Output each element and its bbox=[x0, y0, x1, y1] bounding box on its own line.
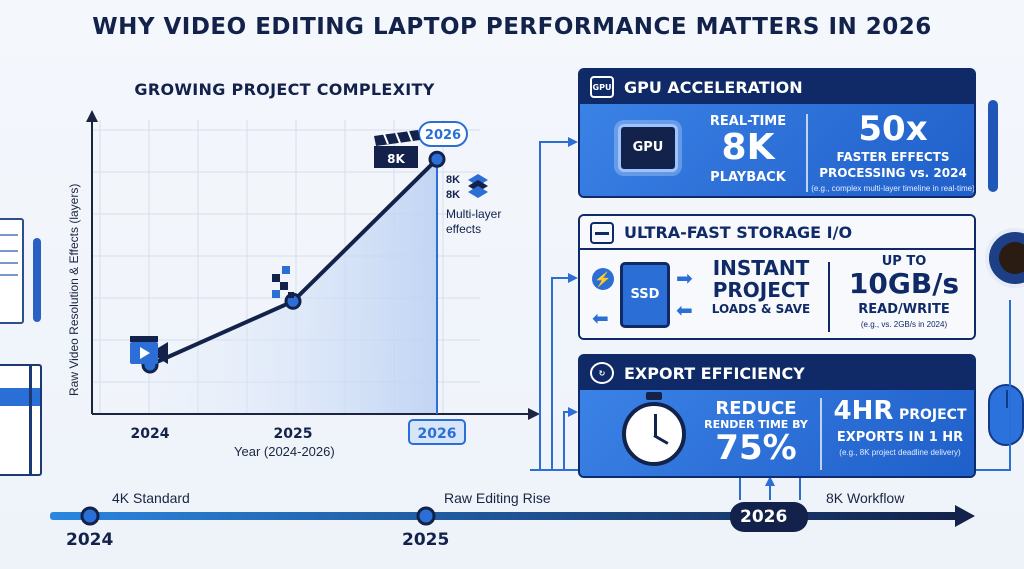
storage-line1: INSTANT bbox=[712, 256, 810, 280]
gpu-chip-icon: GPU bbox=[590, 76, 614, 98]
export-note: (e.g., 8K project deadline delivery) bbox=[839, 448, 961, 457]
timeline-year-2024: 2024 bbox=[66, 530, 114, 550]
storage-rw: READ/WRITE bbox=[858, 302, 950, 317]
ssd-label: SSD bbox=[630, 287, 660, 302]
gpu-sub2: PROCESSING vs. 2024 bbox=[819, 166, 967, 180]
gpu-resolution: 8K bbox=[721, 127, 775, 168]
storage-panel-header: ULTRA-FAST STORAGE I/O bbox=[580, 216, 974, 250]
timeline-dot-2025 bbox=[416, 506, 436, 526]
export-panel-title: EXPORT EFFICIENCY bbox=[624, 363, 805, 383]
gpu-panel-title: GPU ACCELERATION bbox=[624, 77, 803, 97]
video-camera-icon bbox=[130, 336, 168, 364]
y-axis-label: Raw Video Resolution & Effects (layers) bbox=[67, 184, 81, 396]
timeline-badge-2026 bbox=[730, 502, 808, 532]
notepad-decoration bbox=[0, 218, 24, 324]
stack-text-2: effects bbox=[446, 222, 481, 236]
storage-line3: LOADS & SAVE bbox=[711, 302, 811, 316]
gpu-chip-graphic: GPU bbox=[618, 124, 678, 172]
arrow-left-icon: ⬅ bbox=[592, 308, 609, 330]
gpu-note: (e.g., complex multi-layer timeline in r… bbox=[811, 184, 975, 193]
arrow-left-icon: ⬅ bbox=[676, 300, 693, 322]
storage-panel-title: ULTRA-FAST STORAGE I/O bbox=[624, 222, 853, 242]
storage-note: (e.g., vs. 2GB/s in 2024) bbox=[860, 320, 948, 329]
gpu-sub1: FASTER EFFECTS bbox=[836, 150, 950, 164]
pixels-icon bbox=[272, 266, 294, 298]
export-4hr: 4HR bbox=[833, 396, 894, 426]
storage-panel: ULTRA-FAST STORAGE I/O ⚡ ⬅ SSD ➡ ⬅ INSTA… bbox=[578, 214, 976, 340]
export-big-stat: 75% bbox=[715, 428, 797, 468]
export-right2: EXPORTS IN 1 HR bbox=[836, 430, 964, 445]
gpu-playback: PLAYBACK bbox=[710, 170, 786, 185]
mouse-icon bbox=[988, 384, 1024, 446]
export-big-right: 4HR PROJECT bbox=[824, 396, 974, 426]
year-badge-2026-label: 2026 bbox=[425, 128, 461, 143]
page-title: WHY VIDEO EDITING LAPTOP PERFORMANCE MAT… bbox=[92, 14, 932, 40]
year-badge-2026 bbox=[418, 121, 468, 147]
arrow-right-icon: ➡ bbox=[676, 268, 693, 290]
chart-title: GROWING PROJECT COMPLEXITY bbox=[134, 80, 435, 99]
x-tick-2024: 2024 bbox=[131, 426, 170, 442]
x-axis-label: Year (2024-2026) bbox=[234, 444, 335, 459]
lightning-icon: ⚡ bbox=[592, 268, 614, 290]
gpu-big-stat: 50x bbox=[858, 109, 928, 149]
export-project: PROJECT bbox=[898, 407, 967, 423]
x-tick-2026: 2026 bbox=[418, 426, 457, 442]
layers-icon bbox=[468, 174, 488, 198]
export-line1: REDUCE bbox=[715, 398, 797, 419]
data-point-2026 bbox=[428, 150, 446, 168]
timeline-dot-2024 bbox=[80, 506, 100, 526]
timeline-year-2026: 2026 bbox=[740, 507, 788, 527]
timeline-label-1: 4K Standard bbox=[112, 490, 190, 506]
stack-label-2: 8K bbox=[446, 189, 460, 201]
gpu-panel-header: GPU GPU ACCELERATION bbox=[580, 70, 974, 104]
export-line2: RENDER TIME BY bbox=[704, 418, 808, 431]
gpu-chip-label: GPU bbox=[632, 140, 664, 155]
gpu-realtime: REAL-TIME bbox=[709, 114, 787, 129]
refresh-icon: ↻ bbox=[590, 362, 614, 384]
clapperboard-icon: 8K bbox=[374, 130, 420, 168]
storage-line2: PROJECT bbox=[712, 278, 810, 302]
stack-label-1: 8K bbox=[446, 174, 460, 186]
badge-8k-label: 8K bbox=[387, 152, 405, 166]
timeline-label-3: 8K Workflow bbox=[826, 490, 905, 506]
export-panel-header: ↻ EXPORT EFFICIENCY bbox=[580, 356, 974, 390]
pen-icon bbox=[988, 100, 998, 192]
stopwatch-icon bbox=[622, 402, 686, 466]
book-decoration bbox=[0, 364, 42, 476]
gpu-panel: GPU GPU ACCELERATION GPU REAL-TIME 8K PL… bbox=[578, 68, 976, 198]
stack-text-1: Multi-layer bbox=[446, 207, 501, 221]
coffee-cup-icon bbox=[985, 228, 1024, 288]
storage-big-stat: 10GB/s bbox=[848, 267, 960, 300]
pen-icon bbox=[33, 238, 41, 322]
storage-upto: UP TO bbox=[881, 254, 927, 269]
ssd-graphic: SSD bbox=[620, 262, 670, 328]
tick-highlight-2026 bbox=[408, 419, 466, 445]
export-panel: ↻ EXPORT EFFICIENCY REDUCE RENDER TIME B… bbox=[578, 354, 976, 478]
timeline-label-2: Raw Editing Rise bbox=[444, 490, 551, 506]
hard-drive-icon bbox=[590, 222, 614, 244]
timeline-year-2025: 2025 bbox=[402, 530, 450, 550]
x-tick-2025: 2025 bbox=[274, 426, 313, 442]
